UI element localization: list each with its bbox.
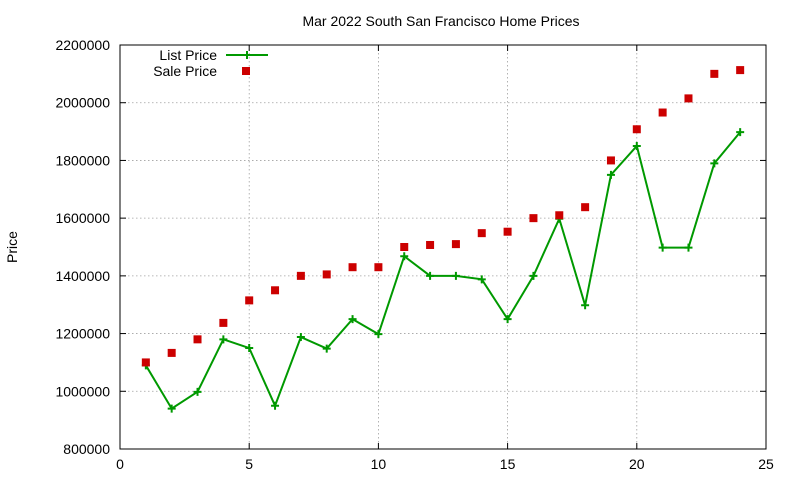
list-price-point bbox=[400, 252, 409, 261]
legend-list-price-marker bbox=[243, 51, 251, 59]
sale-price-point bbox=[503, 227, 512, 236]
sale-price-point bbox=[141, 358, 150, 367]
list-price-point bbox=[529, 271, 538, 280]
list-price-point bbox=[426, 271, 435, 280]
list-price-point bbox=[219, 335, 228, 344]
sale-price-point bbox=[451, 240, 460, 249]
sale-price-point bbox=[581, 203, 590, 212]
legend: List Price Sale Price bbox=[153, 47, 268, 79]
axis-ticks bbox=[119, 44, 767, 450]
sale-price-point bbox=[219, 318, 228, 327]
sale-price-point bbox=[529, 214, 538, 223]
y-tick-label: 1600000 bbox=[55, 210, 110, 226]
x-tick-label: 25 bbox=[758, 456, 774, 472]
sale-price-point bbox=[477, 229, 486, 238]
x-axis-tick-labels: 0 5 10 15 20 25 bbox=[116, 456, 774, 472]
y-tick-label: 1000000 bbox=[55, 383, 110, 399]
list-price-point bbox=[271, 401, 280, 410]
series-layer bbox=[141, 66, 745, 413]
list-price-point bbox=[245, 344, 254, 352]
x-tick-label: 10 bbox=[371, 456, 387, 472]
chart-title: Mar 2022 South San Francisco Home Prices bbox=[302, 13, 579, 29]
list-price-point bbox=[374, 330, 383, 339]
list-price-point bbox=[193, 387, 202, 396]
legend-sale-price-marker bbox=[242, 67, 250, 75]
list-price-point bbox=[296, 333, 305, 342]
list-price-point bbox=[632, 142, 641, 150]
legend-label-sale-price: Sale Price bbox=[153, 63, 217, 79]
sale-price-point bbox=[632, 125, 641, 134]
y-axis-tick-labels: 800000 1000000 1200000 1400000 1600000 180000… bbox=[55, 37, 110, 457]
x-tick-label: 0 bbox=[116, 456, 124, 472]
list-price-point bbox=[684, 243, 693, 252]
list-price-point bbox=[348, 315, 357, 324]
sale-price-point bbox=[684, 94, 693, 103]
list-price-point bbox=[322, 344, 331, 353]
list-price-point bbox=[606, 170, 615, 179]
sale-price-point bbox=[555, 211, 564, 220]
legend-swatch-list-price bbox=[226, 51, 268, 59]
x-tick-label: 20 bbox=[629, 456, 645, 472]
sale-price-point bbox=[606, 156, 615, 165]
legend-label-list-price: List Price bbox=[159, 47, 217, 63]
x-tick-label: 15 bbox=[500, 456, 516, 472]
list-price-point bbox=[167, 404, 176, 413]
list-price-point bbox=[477, 275, 486, 284]
sale-price-point bbox=[736, 66, 745, 75]
sale-price-point bbox=[426, 240, 435, 249]
x-tick-label: 5 bbox=[245, 456, 253, 472]
y-tick-label: 1400000 bbox=[55, 268, 110, 284]
sale-price-point bbox=[245, 296, 254, 305]
list-price-point bbox=[736, 128, 745, 137]
y-tick-label: 2000000 bbox=[55, 95, 110, 111]
list-price-point bbox=[658, 243, 667, 252]
list-price-line bbox=[144, 131, 741, 411]
sale-price-point bbox=[374, 263, 383, 272]
list-price-point bbox=[451, 271, 460, 280]
sale-price-point bbox=[658, 108, 667, 117]
sale-price-point bbox=[296, 271, 305, 280]
list-price-point bbox=[710, 159, 719, 168]
sale-price-point bbox=[400, 243, 409, 251]
y-axis-label: Price bbox=[4, 231, 20, 263]
sale-price-point bbox=[710, 69, 719, 78]
y-tick-label: 1200000 bbox=[55, 326, 110, 342]
plot-frame bbox=[119, 44, 767, 450]
y-tick-label: 800000 bbox=[63, 441, 110, 457]
y-tick-label: 2200000 bbox=[55, 37, 110, 53]
legend-swatch-sale-price bbox=[242, 67, 250, 75]
sale-price-point bbox=[322, 270, 331, 279]
list-price-point bbox=[581, 301, 590, 310]
list-price-point bbox=[503, 315, 512, 324]
sale-price-point bbox=[193, 335, 202, 344]
grid bbox=[120, 45, 766, 449]
sale-price-point bbox=[167, 348, 176, 357]
sale-price-point bbox=[271, 286, 280, 295]
y-tick-label: 1800000 bbox=[55, 152, 110, 168]
sale-price-point bbox=[348, 263, 357, 272]
